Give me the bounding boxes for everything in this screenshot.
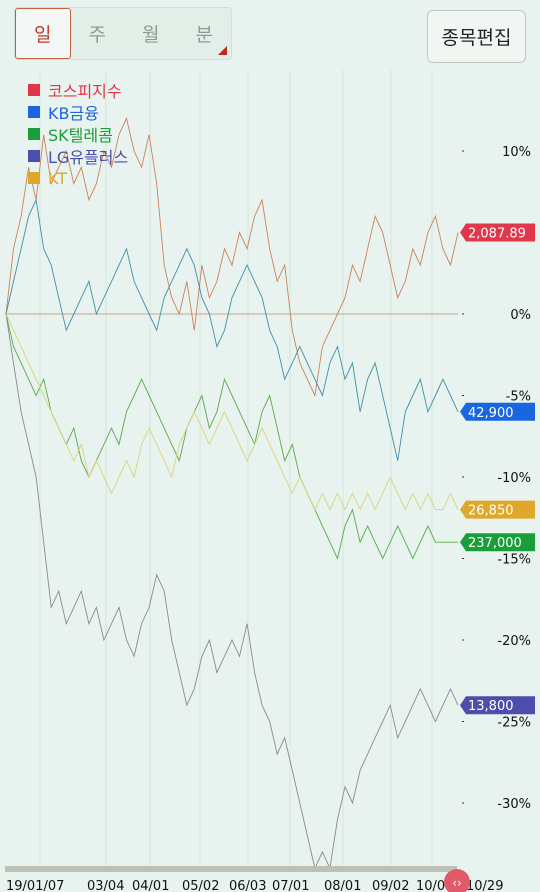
last-value-tag: 13,800 xyxy=(460,696,535,715)
dropdown-corner-icon xyxy=(218,46,227,55)
last-value-tag-bg xyxy=(460,500,535,519)
legend-swatch xyxy=(28,128,40,140)
y-tick-label: -30% xyxy=(497,797,531,812)
last-value-tag-bg xyxy=(460,696,535,715)
legend-item: KB금융 xyxy=(28,101,128,123)
legend-label: LG유플러스 xyxy=(48,148,129,167)
tab-day-label: 일 xyxy=(34,24,52,46)
x-tick-label: 04/01 xyxy=(132,879,169,892)
scroll-handle[interactable] xyxy=(444,869,470,892)
y-tick-label: -25% xyxy=(497,716,531,731)
tab-minute-label: 분 xyxy=(195,24,213,46)
x-tick-label: 03/04 xyxy=(87,879,124,892)
last-value-tag: 42,900 xyxy=(460,402,535,421)
x-tick-label: 05/02 xyxy=(182,879,219,892)
x-tick-label: 09/02 xyxy=(372,879,409,892)
last-value-tag-bg xyxy=(460,402,535,421)
legend-swatch xyxy=(28,172,40,184)
last-value-label: 13,800 xyxy=(468,699,514,714)
series-line-4 xyxy=(5,313,459,511)
y-tick-label: -5% xyxy=(506,390,531,405)
legend-label: KT xyxy=(48,168,68,188)
last-value-tag-bg xyxy=(460,223,535,242)
legend-label: KB금융 xyxy=(48,104,99,123)
tab-minute[interactable]: 분 xyxy=(178,8,232,59)
last-value-label: 42,900 xyxy=(468,406,514,421)
tab-month-label: 월 xyxy=(142,24,160,46)
last-value-label: 2,087.89 xyxy=(468,227,526,242)
last-value-label: 26,850 xyxy=(468,504,514,519)
last-value-tag: 2,087.89 xyxy=(460,223,535,242)
arrows-icon: ‹› xyxy=(452,876,462,890)
x-tick-label: 06/03 xyxy=(229,879,266,892)
edit-stocks-button[interactable]: 종목편집 xyxy=(427,10,526,63)
x-tick-label: 08/01 xyxy=(324,879,361,892)
last-value-label: 237,000 xyxy=(468,536,522,551)
time-scrollbar[interactable] xyxy=(5,866,457,872)
y-tick-label: -15% xyxy=(497,553,531,568)
legend-label: 코스피지수 xyxy=(48,82,122,101)
y-tick-label: 10% xyxy=(502,145,531,160)
legend-item: LG유플러스 xyxy=(28,145,128,167)
series-line-0 xyxy=(5,117,459,398)
last-value-tag: 26,850 xyxy=(460,500,535,519)
legend-item: KT xyxy=(28,167,128,189)
tab-month[interactable]: 월 xyxy=(124,8,178,59)
series-line-1 xyxy=(5,198,459,461)
series-line-3 xyxy=(5,313,459,870)
y-tick-label: -20% xyxy=(497,634,531,649)
legend-label: SK텔레콤 xyxy=(48,126,113,145)
y-tick-label: -10% xyxy=(497,471,531,486)
series-line-2 xyxy=(5,313,458,560)
last-value-tag: 237,000 xyxy=(460,533,535,552)
last-value-tag-bg xyxy=(460,533,535,552)
x-tick-label: 19/01/07 xyxy=(6,879,64,892)
chart-legend: 코스피지수 KB금융 SK텔레콤 LG유플러스 KT xyxy=(28,79,128,189)
tab-week[interactable]: 주 xyxy=(71,8,125,59)
legend-swatch xyxy=(28,106,40,118)
legend-item: SK텔레콤 xyxy=(28,123,128,145)
legend-swatch xyxy=(28,150,40,162)
x-tick-label: 10/29 xyxy=(466,879,503,892)
period-tabs: 일 주 월 분 xyxy=(14,7,232,60)
tab-week-label: 주 xyxy=(88,24,106,46)
x-tick-label: 10/0 xyxy=(416,879,445,892)
y-tick-label: 0% xyxy=(510,308,531,323)
tab-day[interactable]: 일 xyxy=(15,8,71,59)
legend-swatch xyxy=(28,84,40,96)
legend-item: 코스피지수 xyxy=(28,79,128,101)
x-tick-label: 07/01 xyxy=(272,879,309,892)
